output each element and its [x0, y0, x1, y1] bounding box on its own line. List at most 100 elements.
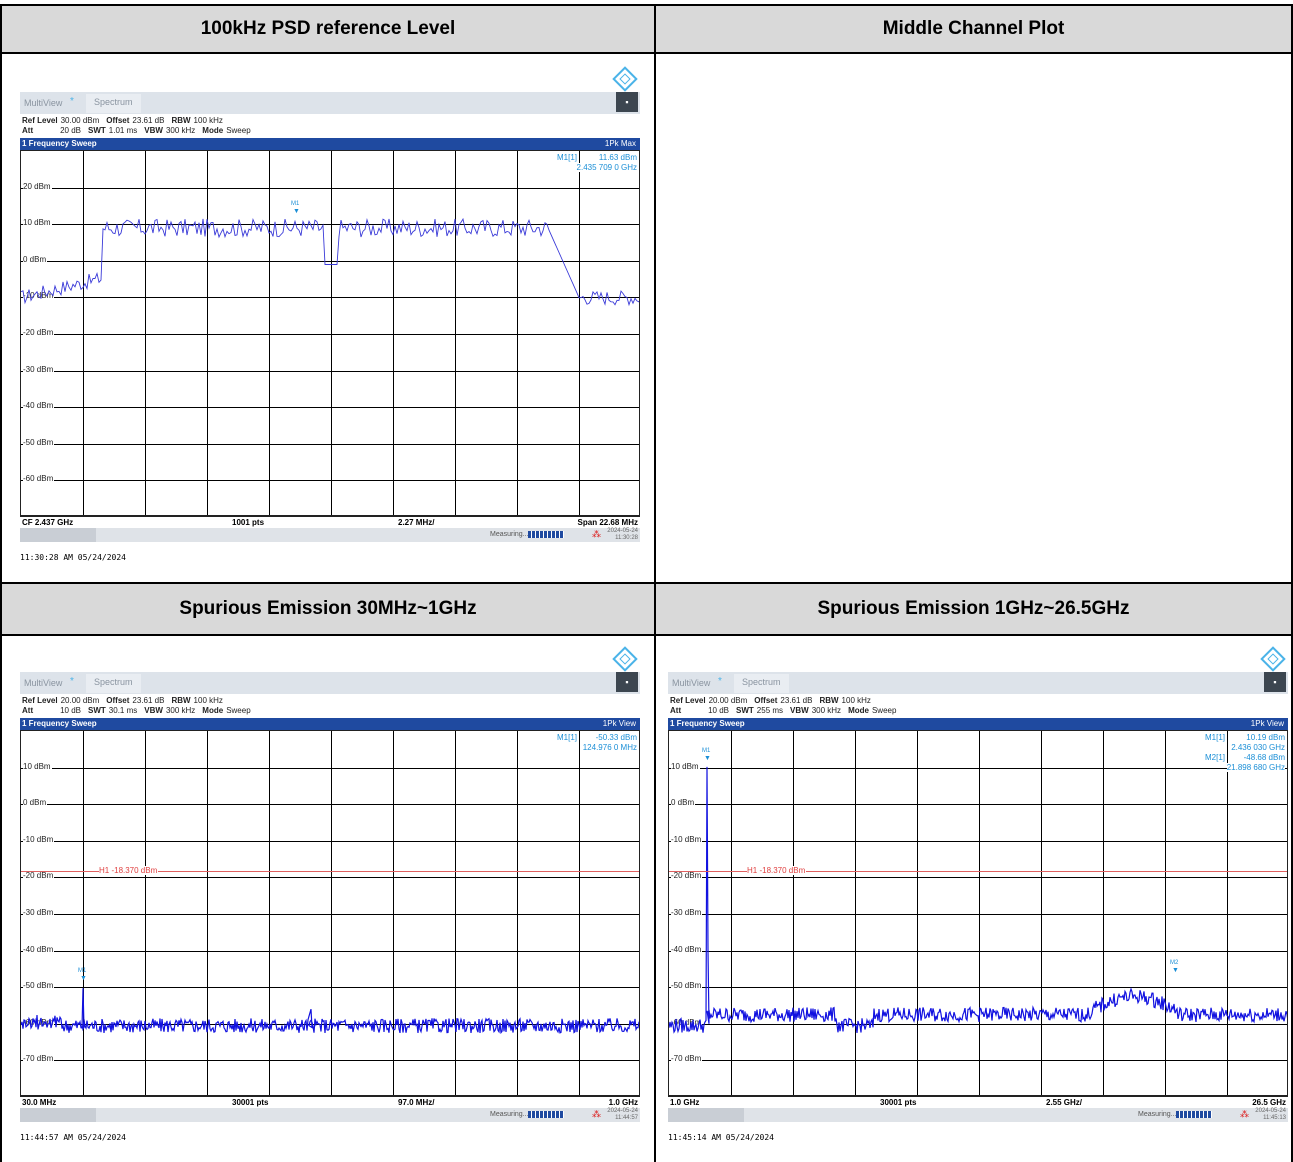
spectrum-plot-area: 10 dBm 0 dBm -10 dBm -20 dBm -30 dBm -40 dBm -… — [20, 730, 640, 1096]
warning-icon: ⁂ — [592, 1109, 601, 1119]
setting-att: 20 dB — [60, 126, 82, 135]
header-middle-channel-text: Middle Channel Plot — [882, 18, 1065, 39]
tab-dot-icon: * — [718, 676, 722, 687]
y-axis-label: -40 dBm — [23, 944, 55, 954]
menu-button[interactable]: ▪ — [616, 672, 638, 692]
status-time: 11:44:57 — [615, 1115, 638, 1121]
menu-button[interactable]: ▪ — [616, 92, 638, 112]
marker-readout-value: 124.976 0 MHz — [582, 743, 637, 752]
grid-vline — [207, 151, 208, 515]
setting-vbw: 300 kHz — [165, 706, 196, 715]
trace-mode-label: 1Pk View — [1250, 719, 1284, 728]
y-axis-label: 10 dBm — [23, 218, 52, 228]
setting-rbw: 100 kHz — [193, 696, 223, 705]
grid-hline — [21, 334, 639, 335]
tab-multiview[interactable]: MultiView — [672, 678, 711, 688]
menu-button[interactable]: ▪ — [1264, 672, 1286, 692]
sweep-title: 1 Frequency Sweep — [22, 719, 97, 728]
grid-hline — [669, 804, 1287, 806]
grid-hline — [21, 804, 639, 806]
table-border-right — [1291, 54, 1293, 582]
marker-m1-label: M1 — [702, 747, 711, 754]
tab-bar — [20, 92, 640, 114]
y-axis-label: -40 dBm — [23, 401, 55, 411]
grid-vline — [579, 151, 580, 515]
setting-rbw: 100 kHz — [841, 696, 871, 705]
capture-timestamp: 11:45:14 AM 05/24/2024 — [668, 1133, 774, 1142]
frequency-axis-bar: CF 2.437 GHz 1001 pts 2.27 MHz/Span 22.68 … — [20, 516, 640, 528]
setting-rbw-label: RBW — [171, 696, 191, 705]
header-psd-reference-text: 100kHz PSD reference Level — [200, 18, 456, 39]
setting-ref-level: 20.00 dBm — [708, 696, 748, 705]
status-date: 2024-05-24 — [607, 1108, 638, 1114]
measuring-status: Measuring... — [490, 531, 529, 538]
capture-timestamp: 11:30:28 AM 05/24/2024 — [20, 553, 126, 562]
sweep-title: 1 Frequency Sweep — [670, 719, 745, 728]
setting-ref-level: 20.00 dBm — [60, 696, 100, 705]
marker-m2-label: M2 — [1170, 960, 1179, 967]
grid-hline — [669, 950, 1287, 952]
grid-vline — [855, 731, 856, 1095]
measuring-progress-bar — [528, 531, 564, 538]
rohde-logo-icon — [1260, 646, 1286, 672]
warning-icon: ⁂ — [592, 529, 601, 539]
grid-vline — [1103, 731, 1104, 1095]
marker-readout-value: -48.68 dBm — [1243, 753, 1285, 762]
grid-vline — [207, 731, 208, 1095]
grid-vline — [1165, 731, 1166, 1095]
marker-m1-icon: ▼ — [80, 974, 87, 982]
setting-mode: Sweep — [871, 706, 897, 715]
grid-vline — [917, 731, 918, 1095]
status-date: 2024-05-24 — [607, 528, 638, 534]
status-segment — [20, 528, 96, 542]
marker-readout-name: M2[1] — [1204, 753, 1225, 762]
grid-hline — [21, 260, 639, 262]
grid-hline — [669, 767, 1287, 769]
setting-swt-label: SWT — [88, 706, 106, 715]
setting-att: 10 dB — [60, 706, 82, 715]
setting-mode-label: Mode — [202, 126, 224, 135]
grid-hline — [21, 187, 639, 189]
grid-hline — [21, 914, 639, 915]
marker-m2-icon: ▼ — [1172, 967, 1179, 975]
setting-att-label: Att — [22, 126, 34, 135]
setting-ref-level-label: Ref Level — [670, 696, 706, 705]
y-axis-label: -30 dBm — [23, 908, 55, 917]
grid-vline — [145, 731, 146, 1095]
axis-division-label: 2.27 MHz/ — [398, 518, 435, 527]
grid-vline — [331, 151, 332, 515]
spectrum-plot-area: 20 dBm 10 dBm 0 dBm -10 dBm -20 dBm -30 dBm -4… — [20, 150, 640, 516]
warning-icon: ⁂ — [1240, 1109, 1249, 1119]
header-middle-channel: Middle Channel Plot — [654, 4, 1293, 54]
grid-hline — [669, 987, 1287, 989]
marker-readout-value: 11.63 dBm — [598, 153, 637, 162]
setting-rbw: 100 kHz — [193, 116, 223, 125]
marker-m1-label: M1 — [291, 200, 300, 207]
setting-rbw-label: RBW — [819, 696, 839, 705]
h1-limit-line — [21, 871, 639, 873]
status-time: 11:45:13 — [1263, 1115, 1286, 1121]
grid-hline — [21, 224, 639, 226]
setting-ref-level: 30.00 dBm — [60, 116, 100, 125]
marker-readout-value: -50.33 dBm — [595, 733, 637, 742]
trace-mode-label: 1Pk Max — [604, 139, 636, 148]
setting-att-label: Att — [22, 706, 34, 715]
tab-spectrum[interactable]: Spectrum — [86, 674, 141, 693]
measuring-progress-bar — [528, 1111, 564, 1118]
tab-spectrum[interactable]: Spectrum — [734, 674, 789, 693]
tab-multiview[interactable]: MultiView — [24, 678, 63, 688]
setting-offset-label: Offset — [106, 696, 130, 705]
setting-mode-label: Mode — [202, 706, 224, 715]
trace-line — [21, 217, 639, 307]
tab-spectrum[interactable]: Spectrum — [86, 94, 141, 113]
settings-line-1: Ref Level 20.00 dBm Offset 23.61 dB RBW 100 k… — [22, 696, 230, 705]
y-axis-label: -50 dBm — [23, 981, 55, 991]
axis-end-label: 1.0 GHz — [608, 1098, 638, 1107]
marker-readout-value: 2.435 709 0 GHz — [576, 163, 637, 172]
y-axis-label: -20 dBm — [23, 328, 55, 337]
tab-dot-icon: * — [70, 96, 74, 107]
sweep-title: 1 Frequency Sweep — [22, 139, 97, 148]
tab-multiview[interactable]: MultiView — [24, 98, 63, 108]
tab-bar — [20, 672, 640, 694]
